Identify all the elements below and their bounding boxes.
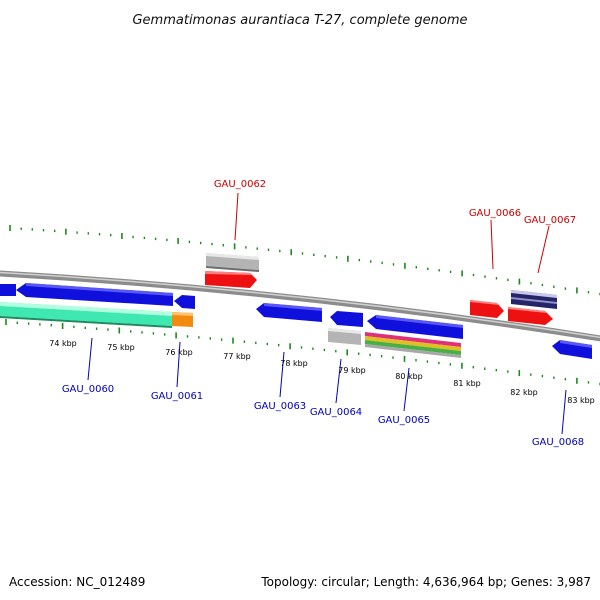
gene-gau-0064-arrow — [330, 311, 363, 327]
leader-gau-0065 — [403, 367, 410, 412]
leader-gau-0061 — [176, 341, 181, 388]
tick-label-82-kbp: 82 kbp — [510, 388, 538, 397]
genome-backbone — [0, 270, 600, 342]
gene-gau-0060[interactable] — [0, 283, 173, 328]
tick-label-74-kbp: 74 kbp — [49, 339, 77, 348]
gene-gau-0061-arrow — [174, 295, 195, 309]
gene-gau-0065-stripe-green — [365, 340, 461, 355]
gene-gau-0065-arrow — [367, 315, 463, 339]
leader-gau-0067 — [537, 225, 550, 274]
label-gau-0063[interactable]: GAU_0063 — [254, 401, 306, 412]
tick-label-83-kbp: 83 kbp — [567, 396, 595, 405]
label-gau-0062[interactable]: GAU_0062 — [214, 179, 266, 190]
gene-gau-0060-arrow — [16, 283, 173, 306]
gene-gau-0061[interactable] — [172, 295, 195, 327]
inner-tick-ring — [5, 319, 600, 386]
tick-label-81-kbp: 81 kbp — [453, 379, 481, 388]
gene-leader-lines — [87, 192, 567, 435]
tick-label-78-kbp: 78 kbp — [280, 359, 308, 368]
gene-gau-0062[interactable] — [205, 253, 259, 288]
gene-gau-0067[interactable] — [508, 290, 557, 325]
leader-gau-0068 — [561, 389, 567, 435]
leader-gau-0062 — [234, 192, 239, 241]
label-gau-0068[interactable]: GAU_0068 — [532, 437, 584, 448]
gene-gau-0065-stripe-yellow — [365, 336, 461, 351]
leader-gau-0063 — [279, 351, 285, 398]
label-gau-0067[interactable]: GAU_0067 — [524, 215, 576, 226]
gene-gau-0062-arrow — [205, 271, 257, 288]
gene-gau-0068[interactable] — [552, 340, 592, 359]
tick-label-75-kbp: 75 kbp — [107, 343, 135, 352]
tick-label-79-kbp: 79 kbp — [338, 366, 366, 375]
gene-gau-0063[interactable] — [256, 303, 322, 322]
gene-gau-0065-stripe-pink — [365, 332, 461, 347]
leader-gau-0066 — [490, 219, 494, 270]
tick-label-76-kbp: 76 kbp — [165, 348, 193, 357]
map-title: Gemmatimonas aurantiaca T-27, complete g… — [132, 13, 467, 28]
label-gau-0065[interactable]: GAU_0065 — [378, 415, 430, 426]
leader-gau-0060 — [87, 337, 93, 381]
tick-label-80-kbp: 80 kbp — [395, 372, 423, 381]
label-gau-0060[interactable]: GAU_0060 — [62, 384, 114, 395]
label-gau-0064[interactable]: GAU_0064 — [310, 407, 362, 418]
gene-gau-0066[interactable] — [470, 300, 504, 318]
tick-label-77-kbp: 77 kbp — [223, 352, 251, 361]
gene-gau-0064[interactable] — [328, 311, 363, 345]
label-gau-0061[interactable]: GAU_0061 — [151, 391, 203, 402]
genome-backbone-highlight — [0, 271, 600, 339]
genome-summary-text: Topology: circular; Length: 4,636,964 bp… — [260, 575, 591, 589]
accession-text: Accession: NC_012489 — [9, 575, 145, 589]
label-gau-0066[interactable]: GAU_0066 — [469, 208, 521, 219]
leader-gau-0064 — [335, 358, 342, 404]
outer-tick-ring — [9, 225, 600, 296]
gene-gau-0065[interactable] — [365, 315, 463, 358]
